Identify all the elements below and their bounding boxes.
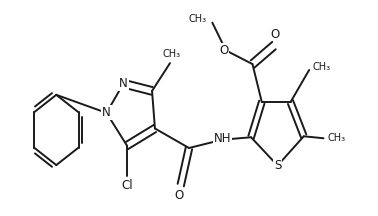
Text: NH: NH bbox=[214, 132, 231, 145]
Text: O: O bbox=[219, 44, 228, 57]
Text: CH₃: CH₃ bbox=[189, 14, 207, 24]
Text: O: O bbox=[174, 189, 184, 202]
Text: CH₃: CH₃ bbox=[327, 133, 345, 143]
Text: CH₃: CH₃ bbox=[312, 62, 330, 72]
Text: N: N bbox=[119, 77, 128, 90]
Text: Cl: Cl bbox=[121, 179, 133, 192]
Text: N: N bbox=[102, 106, 111, 119]
Text: CH₃: CH₃ bbox=[163, 49, 181, 59]
Text: O: O bbox=[270, 28, 279, 41]
Text: S: S bbox=[274, 159, 281, 172]
